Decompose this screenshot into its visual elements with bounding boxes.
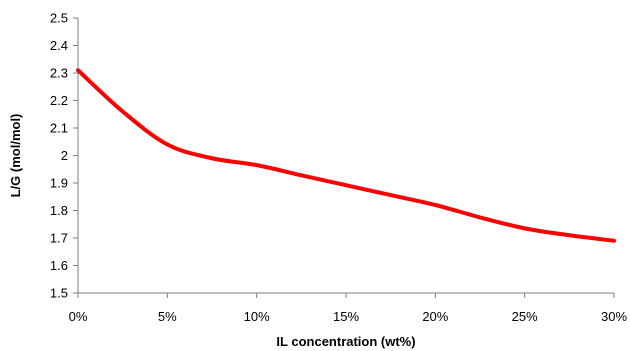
y-tick-label: 1.9 [50, 176, 68, 191]
y-tick-label: 1.6 [50, 258, 68, 273]
y-axis-ticks [73, 17, 78, 294]
x-axis-title: IL concentration (wt%) [276, 334, 415, 349]
x-axis-ticks [77, 293, 615, 298]
series-line [76, 68, 616, 243]
x-axis-tick-labels: 0% 5% 10% 15% 20% 25% 30% [69, 309, 628, 324]
y-tick-label: 2 [61, 148, 68, 163]
y-tick-label: 2.4 [50, 38, 68, 53]
y-tick-label: 2.2 [50, 93, 68, 108]
y-tick-label: 2.5 [50, 11, 68, 26]
y-tick-label: 2.3 [50, 66, 68, 81]
y-tick-label: 1.8 [50, 203, 68, 218]
x-tick-label: 10% [244, 309, 270, 324]
x-tick-label: 5% [158, 309, 177, 324]
x-tick-label: 30% [601, 309, 627, 324]
x-tick-label: 15% [333, 309, 359, 324]
x-tick-label: 0% [69, 309, 88, 324]
y-tick-label: 1.7 [50, 231, 68, 246]
y-tick-label: 1.5 [50, 286, 68, 301]
x-tick-label: 25% [512, 309, 538, 324]
x-tick-label: 20% [422, 309, 448, 324]
y-tick-label: 2.1 [50, 121, 68, 136]
y-axis-tick-labels: 1.5 1.6 1.7 1.8 1.9 2 2.1 2.2 2.3 2.4 2.5 [50, 11, 68, 301]
y-axis-title: L/G (mol/mol) [8, 114, 23, 198]
